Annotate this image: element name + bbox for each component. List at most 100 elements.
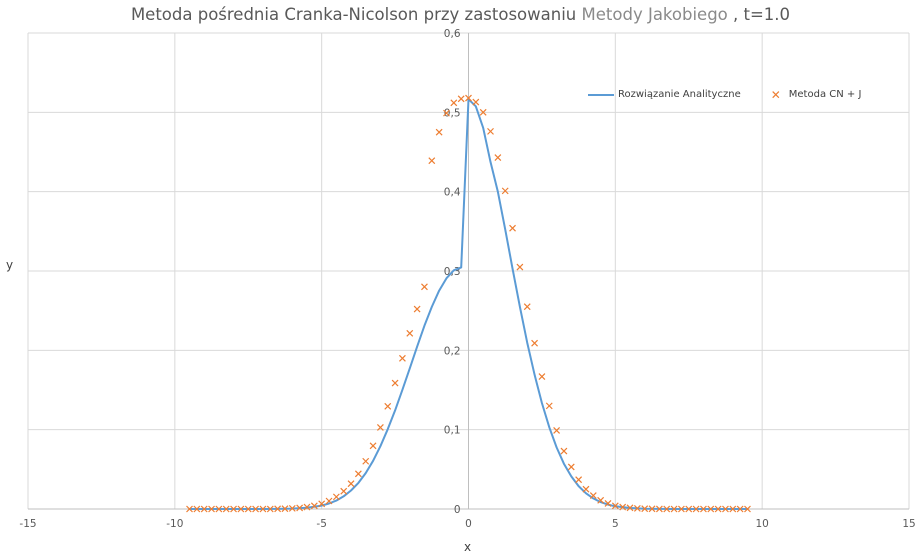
cnj-marker [193, 505, 201, 513]
x-tick-label: 0 [465, 518, 472, 530]
cnj-marker [428, 157, 436, 165]
cnj-marker [487, 127, 494, 135]
cnj-marker [384, 402, 392, 410]
cnj-marker [325, 497, 333, 505]
y-tick-label: 0 [454, 504, 461, 516]
cnj-marker [567, 463, 575, 471]
cnj-marker [208, 505, 215, 513]
cnj-marker [553, 427, 561, 434]
cnj-marker [582, 485, 590, 493]
cnj-marker [538, 373, 546, 380]
legend: Rozwiązanie Analityczne ✕ Metoda CN + J [588, 87, 891, 102]
cnj-marker [531, 339, 538, 347]
cnj-marker [274, 505, 282, 513]
x-tick-label: 5 [612, 518, 619, 530]
cnj-marker [443, 109, 450, 117]
cnj-marker [677, 505, 685, 513]
cnj-marker [376, 424, 384, 431]
y-axis-label: y [6, 258, 14, 272]
cnj-marker [509, 224, 516, 232]
cnj-marker [215, 505, 223, 513]
y-tick-label: 0,5 [444, 107, 461, 119]
cnj-marker [597, 496, 605, 504]
cnj-marker [575, 476, 583, 484]
x-tick-label: -10 [166, 518, 183, 530]
cnj-marker [362, 457, 370, 465]
cnj-marker [560, 447, 568, 455]
cnj-marker [516, 263, 524, 271]
cnj-series [186, 94, 751, 513]
cnj-marker [391, 379, 399, 387]
x-tick-label: 10 [755, 518, 768, 530]
cnj-marker [670, 505, 678, 513]
cnj-marker [692, 505, 700, 513]
legend-x-marker-icon: ✕ [770, 87, 781, 102]
cnj-marker [619, 503, 627, 511]
cnj-marker [288, 504, 296, 512]
cnj-marker [435, 128, 443, 136]
cnj-marker [744, 505, 751, 513]
cnj-marker [406, 329, 414, 337]
chart-title-tail: , t=1.0 [727, 5, 791, 24]
cnj-marker [457, 95, 465, 103]
cnj-marker [501, 187, 509, 195]
cnj-marker [472, 98, 480, 106]
legend-label-cnj: Metoda CN + J [788, 89, 862, 100]
cnj-marker [626, 504, 634, 512]
cnj-marker [714, 505, 722, 513]
cnj-marker [641, 505, 649, 513]
cnj-marker [266, 505, 274, 513]
cnj-marker [310, 502, 318, 510]
cnj-marker [421, 283, 428, 291]
cnj-marker [611, 502, 619, 510]
cnj-marker [736, 505, 744, 513]
cnj-marker [523, 303, 531, 311]
y-tick-label: 0,4 [444, 187, 461, 199]
x-axis-label: x [464, 540, 472, 554]
cnj-marker [347, 480, 355, 488]
x-tick-label: 15 [902, 518, 915, 530]
cnj-marker [450, 99, 458, 107]
cnj-marker [296, 504, 304, 512]
cnj-marker [729, 505, 737, 513]
cnj-marker [604, 500, 612, 507]
cnj-marker [589, 492, 597, 499]
chart-title: Metoda pośrednia Cranka-Nicolson przy za… [0, 5, 921, 24]
cnj-marker [399, 354, 406, 362]
cnj-marker [663, 505, 671, 513]
cnj-marker [252, 505, 260, 513]
cnj-marker [494, 154, 502, 161]
x-tick-label: -5 [316, 518, 326, 530]
cnj-marker [413, 305, 421, 313]
cnj-marker [281, 505, 289, 513]
cnj-marker [648, 505, 656, 513]
x-tick-label: -15 [19, 518, 36, 530]
cnj-marker [685, 505, 693, 513]
y-tick-label: 0,1 [444, 425, 461, 437]
legend-label-analytic: Rozwiązanie Analityczne [618, 89, 741, 100]
cnj-marker [259, 505, 267, 513]
cnj-marker [186, 505, 193, 513]
legend-item-analytic: Rozwiązanie Analityczne [588, 89, 741, 100]
legend-item-cnj: ✕ Metoda CN + J [770, 87, 862, 102]
cnj-marker [222, 505, 230, 513]
cnj-marker [479, 108, 487, 116]
cnj-marker [633, 504, 641, 512]
cnj-marker [318, 500, 326, 508]
cnj-marker [303, 503, 311, 511]
cnj-marker [230, 505, 237, 513]
cnj-marker [354, 470, 362, 478]
cnj-marker [465, 94, 472, 102]
legend-line-swatch [588, 93, 614, 96]
y-tick-label: 0,2 [444, 345, 461, 357]
cnj-marker [655, 505, 663, 513]
cnj-marker [332, 493, 340, 501]
cnj-marker [237, 505, 245, 513]
cnj-marker [369, 442, 377, 450]
cnj-marker [700, 505, 707, 513]
chart-title-main: Metoda pośrednia Cranka-Nicolson przy za… [130, 5, 577, 24]
cnj-marker [722, 505, 729, 513]
cnj-marker [200, 505, 208, 513]
